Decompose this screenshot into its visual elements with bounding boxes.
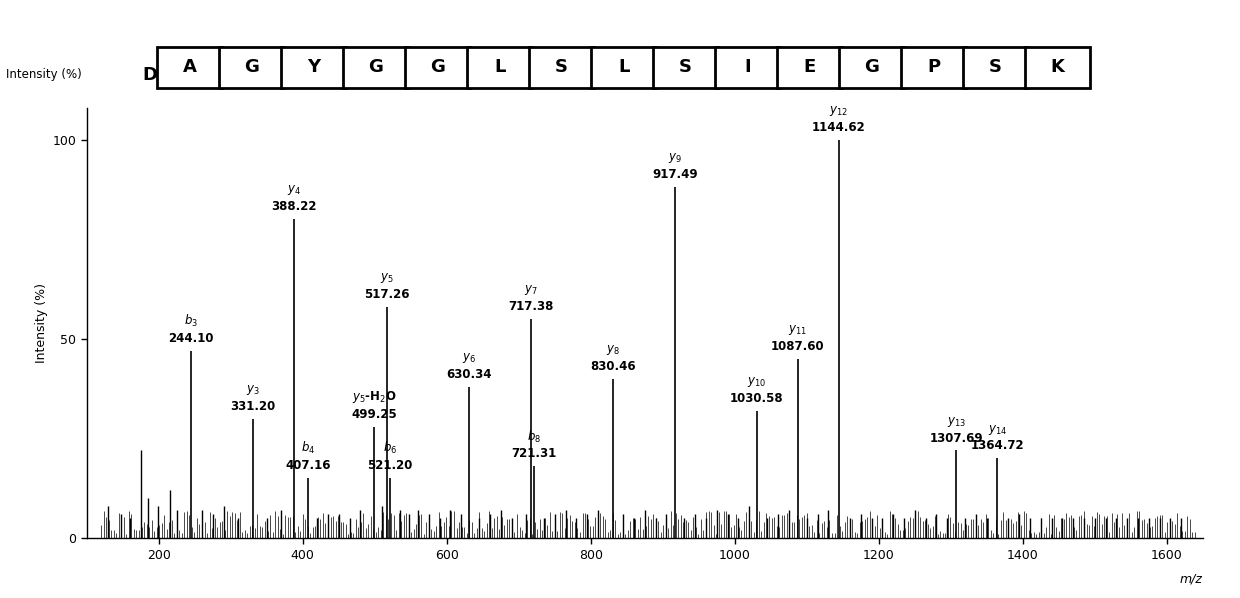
Text: $y_{9}$: $y_{9}$ — [668, 151, 682, 166]
Text: $b_{4}$: $b_{4}$ — [301, 440, 315, 456]
Text: $y_{11}$: $y_{11}$ — [789, 323, 807, 337]
Text: $y_{5}$: $y_{5}$ — [381, 271, 394, 285]
Text: 630.34: 630.34 — [446, 368, 491, 381]
Text: G: G — [864, 58, 879, 77]
Text: L: L — [494, 58, 506, 77]
Text: 244.10: 244.10 — [167, 332, 213, 345]
Text: $y_{6}$: $y_{6}$ — [461, 351, 476, 365]
Text: 521.20: 521.20 — [367, 459, 413, 472]
Text: 917.49: 917.49 — [652, 169, 698, 181]
Text: 388.22: 388.22 — [272, 200, 317, 213]
Text: G: G — [244, 58, 259, 77]
Text: 1144.62: 1144.62 — [812, 121, 866, 133]
Text: 331.20: 331.20 — [231, 399, 275, 413]
Text: 717.38: 717.38 — [508, 300, 554, 313]
Text: 1087.60: 1087.60 — [771, 340, 825, 353]
Text: $y_{4}$: $y_{4}$ — [288, 184, 301, 197]
Text: 407.16: 407.16 — [285, 459, 331, 472]
Text: $y_{8}$: $y_{8}$ — [606, 343, 620, 357]
Y-axis label: Intensity (%): Intensity (%) — [36, 283, 48, 363]
Text: m/z: m/z — [1180, 573, 1203, 585]
Text: 1307.69: 1307.69 — [930, 432, 983, 444]
Text: $b_{8}$: $b_{8}$ — [527, 428, 541, 444]
Text: 1364.72: 1364.72 — [971, 440, 1024, 453]
Text: Y: Y — [308, 58, 320, 77]
Text: Intensity (%): Intensity (%) — [6, 68, 82, 81]
Text: 517.26: 517.26 — [365, 288, 410, 301]
Text: S: S — [680, 58, 692, 77]
Text: E: E — [804, 58, 816, 77]
Text: L: L — [618, 58, 630, 77]
Text: G: G — [368, 58, 383, 77]
Text: 499.25: 499.25 — [351, 408, 397, 420]
Text: P: P — [928, 58, 940, 77]
Text: D: D — [143, 66, 157, 84]
Text: 830.46: 830.46 — [590, 360, 636, 373]
Text: G: G — [430, 58, 445, 77]
Text: A: A — [182, 58, 197, 77]
Text: $y_{10}$: $y_{10}$ — [748, 375, 766, 389]
Text: $y_{13}$: $y_{13}$ — [947, 414, 966, 429]
Text: $y_{5}$-H$_2$O: $y_{5}$-H$_2$O — [352, 389, 397, 405]
Text: $y_{12}$: $y_{12}$ — [830, 103, 848, 118]
Text: $b_{6}$: $b_{6}$ — [383, 440, 397, 456]
Text: $y_{7}$: $y_{7}$ — [525, 283, 538, 297]
Text: 1030.58: 1030.58 — [730, 392, 784, 405]
Text: $y_{3}$: $y_{3}$ — [247, 383, 260, 396]
Text: $y_{14}$: $y_{14}$ — [988, 423, 1007, 437]
Text: K: K — [1050, 58, 1065, 77]
Text: 721.31: 721.31 — [512, 447, 557, 460]
Text: S: S — [990, 58, 1002, 77]
Text: S: S — [556, 58, 568, 77]
Text: $b_{3}$: $b_{3}$ — [184, 313, 197, 329]
Text: I: I — [744, 58, 751, 77]
